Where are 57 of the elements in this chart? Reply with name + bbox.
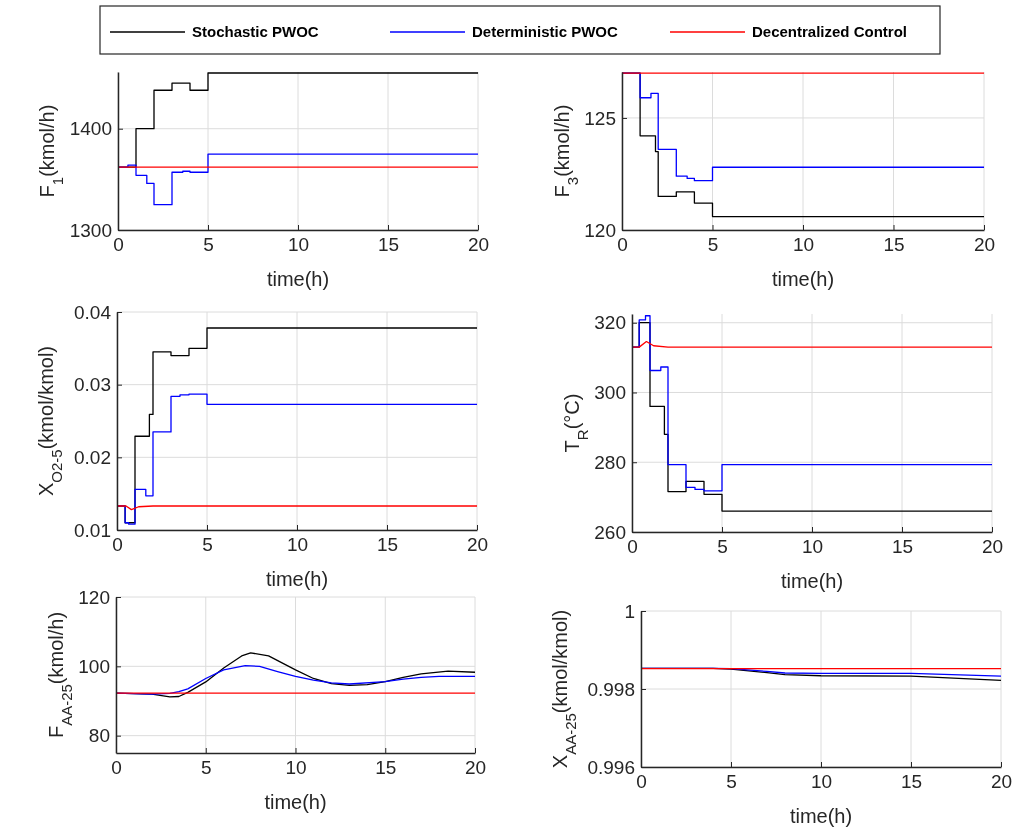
x-tick-label: 10 [810,771,833,793]
x-tick-label: 5 [202,534,213,556]
x-tick-label: 10 [286,534,309,556]
y-tick-label: 125 [584,107,616,129]
x-axis-title: time(h) [264,791,327,813]
y-tick-label: 0.04 [74,301,112,323]
y-tick-label: 300 [594,382,626,404]
legend-label: Stochastic PWOC [192,23,319,40]
y-tick-label: 0.998 [587,678,635,700]
x-tick-label: 0 [636,771,647,793]
x-tick-label: 20 [981,536,1004,558]
x-axis-title: time(h) [771,268,835,290]
x-tick-label: 0 [627,536,638,558]
y-tick-label: 0.02 [74,446,111,468]
y-tick-label: 120 [584,219,616,241]
x-tick-label: 10 [792,234,815,256]
legend-label: Deterministic PWOC [472,23,619,40]
x-tick-label: 5 [717,536,728,558]
x-tick-label: 15 [375,757,397,779]
x-tick-label: 10 [287,234,310,256]
x-tick-label: 15 [883,234,905,256]
x-tick-label: 10 [285,757,307,779]
y-tick-label: 100 [78,655,110,677]
y-tick-label: 320 [594,312,626,334]
y-tick-label: 280 [594,451,626,473]
x-tick-label: 5 [726,771,737,793]
legend-label: Decentralized Control [752,23,908,40]
x-tick-label: 0 [617,234,628,256]
x-tick-label: 20 [973,234,996,256]
x-tick-label: 0 [111,757,122,779]
y-tick-label: 0.01 [74,519,111,541]
x-tick-label: 0 [112,534,123,556]
x-axis-title: time(h) [265,568,329,590]
x-tick-label: 15 [376,534,399,556]
x-tick-label: 20 [466,534,489,556]
x-axis-title: time(h) [266,268,330,290]
x-tick-label: 15 [377,234,400,256]
y-tick-label: 1400 [69,118,112,140]
y-tick-label: 120 [78,586,110,608]
x-axis-title: time(h) [789,805,853,827]
y-tick-label: 1 [624,600,635,622]
x-tick-label: 20 [467,234,490,256]
x-axis-title: time(h) [780,570,844,592]
x-tick-label: 15 [891,536,914,558]
y-tick-label: 0.996 [587,756,635,778]
x-tick-label: 15 [900,771,923,793]
x-tick-label: 0 [113,234,124,256]
y-tick-label: 80 [88,725,110,747]
x-tick-label: 10 [801,536,824,558]
y-tick-label: 1300 [69,219,112,241]
x-tick-label: 5 [200,757,212,779]
y-tick-label: 260 [594,521,626,543]
x-tick-label: 20 [990,771,1013,793]
x-tick-label: 20 [464,757,487,779]
x-tick-label: 5 [707,234,719,256]
x-tick-label: 5 [203,234,214,256]
y-tick-label: 0.03 [74,374,111,396]
